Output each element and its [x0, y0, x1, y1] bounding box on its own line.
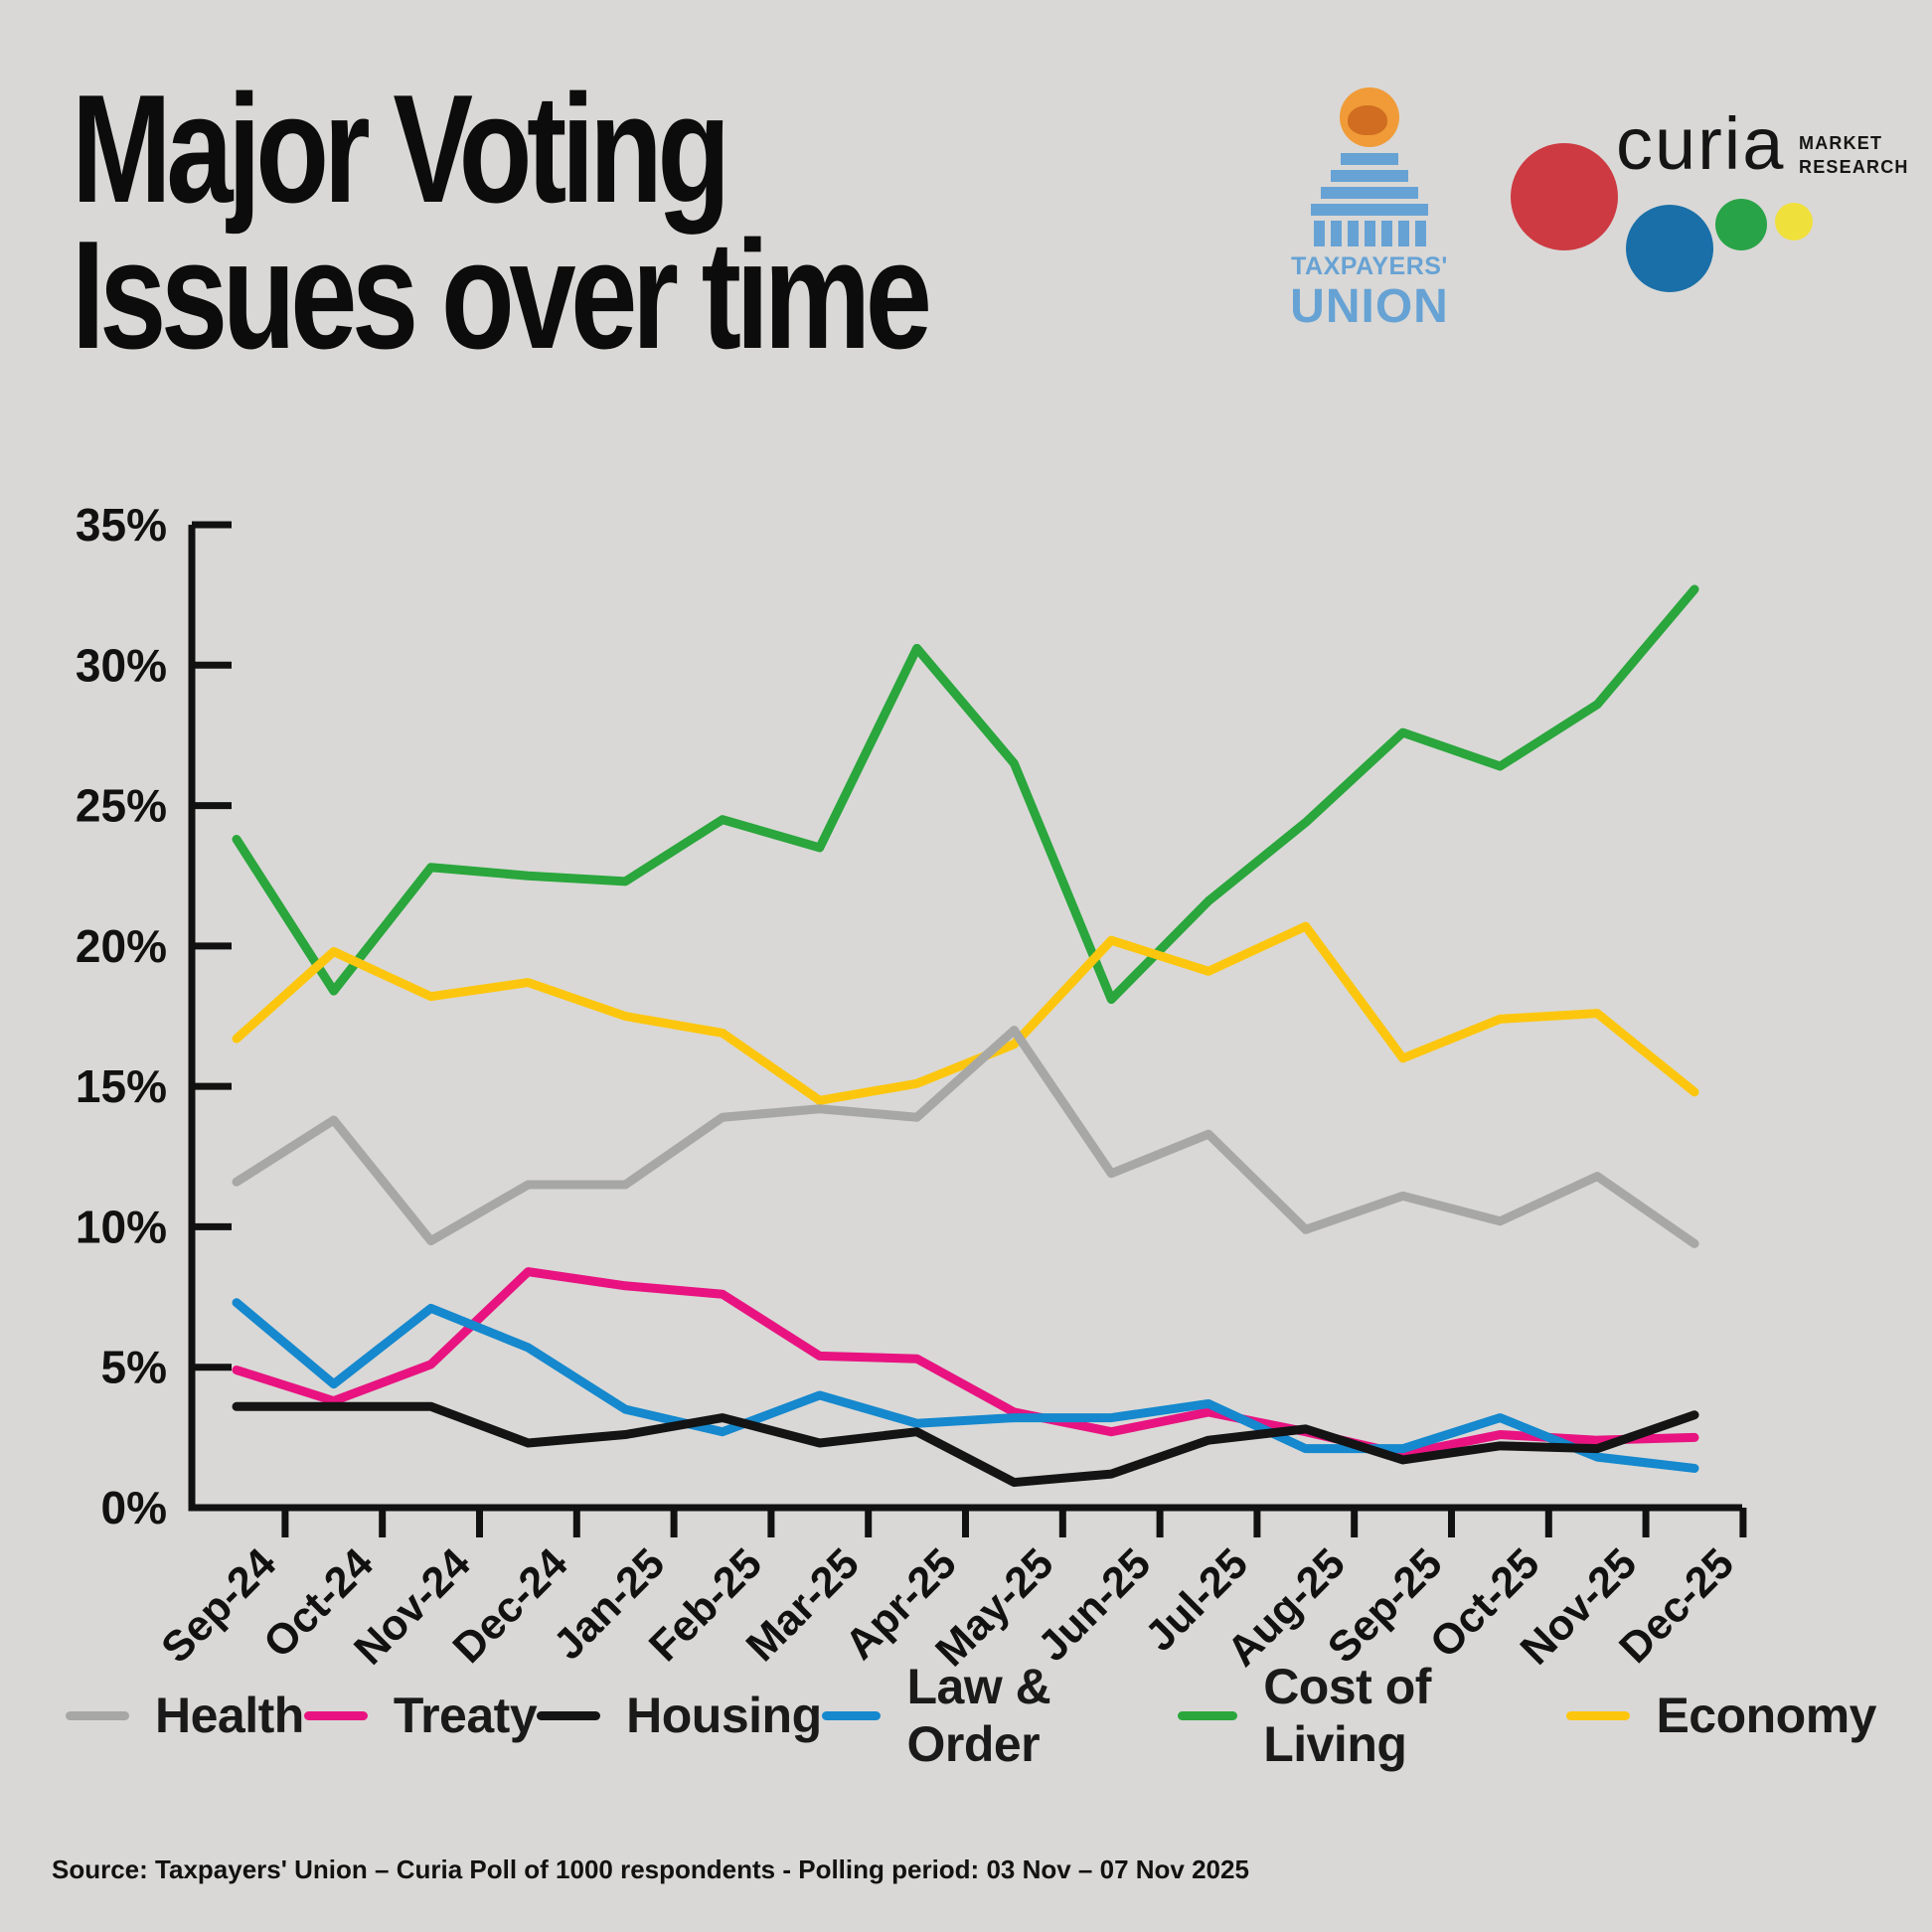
- legend-label: Economy: [1656, 1688, 1876, 1743]
- y-axis-label: 35%: [76, 499, 167, 551]
- beehive-columns-icon: [1275, 221, 1464, 246]
- beehive-dome-bar: [1311, 204, 1428, 216]
- legend-item-health: Health: [66, 1687, 304, 1744]
- y-axis-label: 25%: [76, 780, 167, 832]
- series-health: [232, 1026, 1699, 1248]
- legend-dash-icon: [1566, 1710, 1631, 1720]
- legend-item-economy: Economy: [1566, 1687, 1876, 1744]
- legend-label: Housing: [626, 1688, 822, 1743]
- series-housing: [232, 1401, 1699, 1488]
- curia-subtitle: MARKET RESEARCH: [1799, 133, 1909, 178]
- legend-label: Law & Order: [906, 1659, 1051, 1772]
- legend-item-housing: Housing: [537, 1687, 822, 1744]
- x-axis-label: Sep-24: [152, 1539, 285, 1673]
- beehive-dome-bar: [1331, 170, 1408, 182]
- curia-red-circle-icon: [1511, 143, 1618, 250]
- legend: Health Treaty Housing Law & Order Cost o…: [66, 1658, 1876, 1773]
- series-cost-of-living: [232, 584, 1699, 1005]
- title-line-1: Major Voting: [72, 63, 730, 235]
- legend-dash-icon: [821, 1710, 882, 1720]
- curia-yellow-circle-icon: [1775, 203, 1813, 241]
- curia-green-circle-icon: [1715, 199, 1767, 250]
- title-line-2: Issues over time: [72, 209, 932, 382]
- y-axis-label: 10%: [76, 1201, 167, 1252]
- y-axis-label: 30%: [76, 639, 167, 691]
- legend-dash-icon: [537, 1710, 601, 1720]
- y-axis-label: 15%: [76, 1060, 167, 1112]
- legend-label: Cost of Living: [1263, 1659, 1431, 1772]
- legend-dash-icon: [66, 1710, 129, 1720]
- legend-item-cost-of-living: Cost of Living: [1178, 1658, 1566, 1773]
- legend-dash-icon: [1178, 1710, 1238, 1720]
- axes: [188, 525, 1742, 1512]
- taxpayers-union-logo: TAXPAYERS' UNION: [1275, 87, 1464, 334]
- legend-dash-icon: [303, 1710, 368, 1720]
- curia-blue-circle-icon: [1626, 205, 1713, 292]
- taxpayers-union-wordmark-bottom: UNION: [1290, 280, 1449, 333]
- taxpayers-union-wordmark-top: TAXPAYERS': [1291, 252, 1448, 280]
- curia-wordmark: curia: [1616, 102, 1786, 185]
- legend-label: Health: [155, 1688, 304, 1743]
- series-treaty: [232, 1267, 1699, 1459]
- y-axis-label: 0%: [101, 1482, 167, 1533]
- y-axis-label: 20%: [76, 920, 167, 972]
- page-title: Major Voting Issues over time: [72, 72, 932, 372]
- y-axis-label: 5%: [101, 1342, 167, 1393]
- beehive-dome-bar: [1341, 153, 1398, 165]
- legend-label: Treaty: [393, 1688, 538, 1743]
- legend-item-law-order: Law & Order: [821, 1658, 1179, 1773]
- curia-logo: curia MARKET RESEARCH: [1511, 87, 1932, 306]
- source-note: Source: Taxpayers' Union – Curia Poll of…: [52, 1854, 1249, 1884]
- beehive-dome-bar: [1321, 187, 1418, 199]
- series-economy: [232, 921, 1699, 1105]
- series-law-order: [232, 1298, 1699, 1473]
- legend-item-treaty: Treaty: [303, 1687, 538, 1744]
- kiwi-icon: [1340, 87, 1399, 147]
